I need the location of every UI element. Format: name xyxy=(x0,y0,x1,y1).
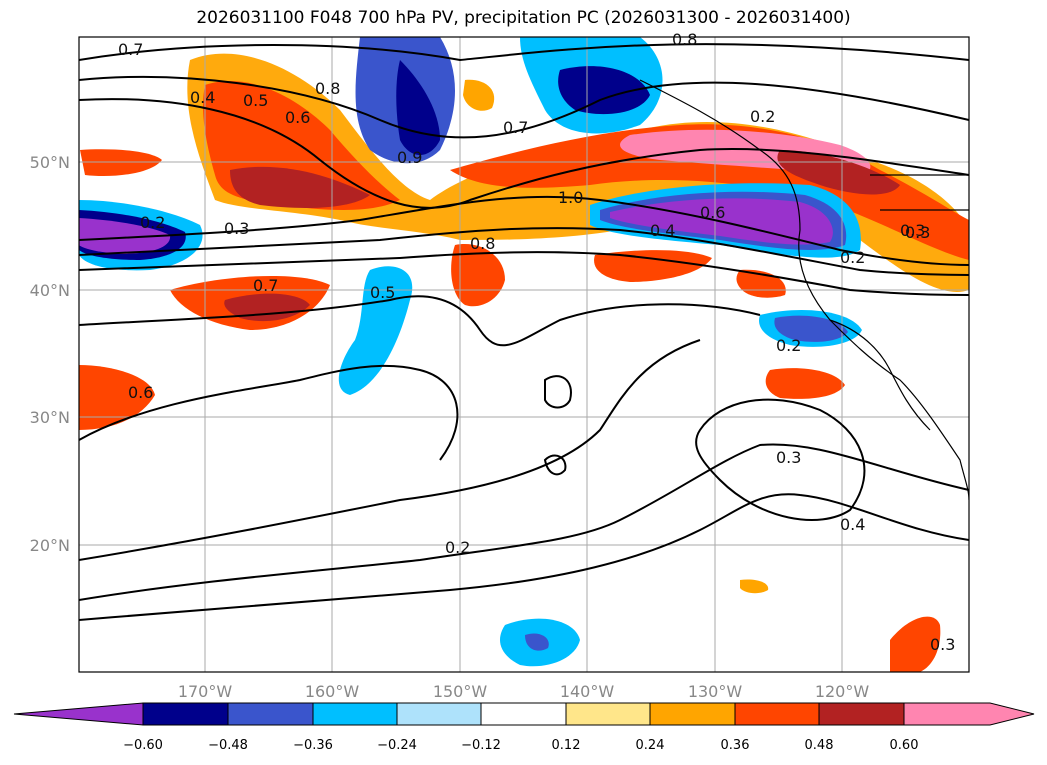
precip-positive-region xyxy=(224,293,310,322)
contour-label: 0.3 xyxy=(930,635,955,654)
precip-negative-region xyxy=(774,315,848,342)
lon-label-170w: 170°W xyxy=(178,682,233,701)
lat-label-20n: 20°N xyxy=(30,536,70,555)
contour-label: 1.0 xyxy=(558,188,583,207)
precip-positive-region xyxy=(451,244,505,307)
precip-positive-region xyxy=(890,616,941,672)
contour-label: 0.2 xyxy=(140,213,165,232)
lon-label-120w: 120°W xyxy=(815,682,870,701)
contour-label: 0.3 xyxy=(900,221,925,240)
colorbar-tick-label: 0.36 xyxy=(721,738,750,753)
colorbar-tick-label: −0.48 xyxy=(208,738,248,753)
contour-label: 0.7 xyxy=(118,40,143,59)
colorbar-segment xyxy=(649,702,736,726)
precip-positive-region xyxy=(777,150,900,195)
colorbar-tick-label: −0.24 xyxy=(377,738,417,753)
coastlines xyxy=(639,79,969,501)
longitude-labels: 170°W 160°W 150°W 140°W 130°W 120°W xyxy=(178,682,870,701)
contour-label: 0.2 xyxy=(840,248,865,267)
precip-positive-region xyxy=(740,579,769,594)
colorbar-segment xyxy=(818,702,905,726)
contour-labels: 0.7 0.4 0.5 0.6 0.8 0.2 0.3 0.9 1.0 0.6 … xyxy=(118,30,955,654)
contour-label: 0.8 xyxy=(470,234,495,253)
colorbar-segment xyxy=(312,702,398,726)
colorbar-tick-label: 0.24 xyxy=(636,738,665,753)
contour-label: 0.3 xyxy=(905,223,930,242)
precip-positive-region xyxy=(463,79,495,111)
precip-negative-region xyxy=(396,60,440,155)
colorbar-segment xyxy=(734,702,820,726)
lon-label-140w: 140°W xyxy=(560,682,615,701)
precip-positive-region xyxy=(230,166,370,208)
colorbar-tick-label: 0.12 xyxy=(552,738,581,753)
contour-label: 0.3 xyxy=(224,219,249,238)
contour-label: 0.5 xyxy=(370,283,395,302)
colorbar-tick-label: 0.60 xyxy=(890,738,919,753)
contour-label: 0.2 xyxy=(750,107,775,126)
contour-label: 0.4 xyxy=(190,88,215,107)
lon-label-130w: 130°W xyxy=(688,682,743,701)
precip-negative-region xyxy=(558,66,650,115)
precip-negative-region xyxy=(525,633,549,651)
lat-label-50n: 50°N xyxy=(30,153,70,172)
lat-label-40n: 40°N xyxy=(30,281,70,300)
colorbar xyxy=(13,702,1035,726)
lon-label-150w: 150°W xyxy=(433,682,488,701)
contour-label: 0.4 xyxy=(650,221,675,240)
contour-label: 0.6 xyxy=(128,383,153,402)
colorbar-tick-label: −0.36 xyxy=(293,738,333,753)
colorbar-tick-label: 0.48 xyxy=(805,738,834,753)
contour-label: 0.7 xyxy=(253,276,278,295)
map-title: 2026031100 F048 700 hPa PV, precipitatio… xyxy=(196,8,851,28)
contour-label: 0.4 xyxy=(840,515,865,534)
precip-positive-region xyxy=(594,250,712,282)
colorbar-segment xyxy=(142,702,229,726)
contour-label: 0.8 xyxy=(672,30,697,49)
plot-frame xyxy=(78,36,970,673)
precip-positive-region xyxy=(79,365,155,430)
colorbar-segment xyxy=(396,702,482,726)
colorbar-segment xyxy=(227,702,314,726)
contour-label: 0.2 xyxy=(445,538,470,557)
lon-label-160w: 160°W xyxy=(305,682,360,701)
colorbar-segment xyxy=(480,702,567,726)
colorbar-tick-label: −0.12 xyxy=(461,738,501,753)
contour-label: 0.2 xyxy=(776,336,801,355)
contour-label: 0.9 xyxy=(397,148,422,167)
precip-negative-region xyxy=(79,218,171,254)
lat-label-30n: 30°N xyxy=(30,408,70,427)
contour-label: 0.6 xyxy=(285,108,310,127)
latitude-labels: 50°N 40°N 30°N 20°N xyxy=(30,153,70,555)
contour-label: 0.6 xyxy=(700,203,725,222)
contour-label: 0.7 xyxy=(503,118,528,137)
contour-label: 0.3 xyxy=(776,448,801,467)
colorbar-over-arrow xyxy=(903,702,1035,726)
contour-label: 0.5 xyxy=(243,91,268,110)
colorbar-segment xyxy=(565,702,651,726)
precip-positive-region xyxy=(80,149,162,177)
precip-positive-region xyxy=(765,368,845,399)
contour-label: 0.8 xyxy=(315,79,340,98)
colorbar-ticks: −0.60 −0.48 −0.36 −0.24 −0.12 0.12 0.24 … xyxy=(123,738,918,753)
colorbar-under-arrow xyxy=(13,702,144,726)
colorbar-tick-label: −0.60 xyxy=(123,738,163,753)
pv-contours xyxy=(79,43,969,621)
